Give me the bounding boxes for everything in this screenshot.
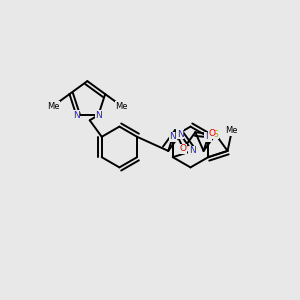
Text: N: N [189,146,196,155]
Text: Me: Me [116,102,128,111]
Text: Me: Me [226,126,238,135]
Text: Me: Me [47,102,59,111]
Text: N: N [95,111,102,120]
Text: S: S [213,130,218,139]
Text: O: O [208,130,215,139]
Text: N: N [177,130,184,139]
Text: N: N [73,111,80,120]
Text: O: O [180,144,187,153]
Text: N: N [205,132,211,141]
Text: N: N [169,132,176,141]
